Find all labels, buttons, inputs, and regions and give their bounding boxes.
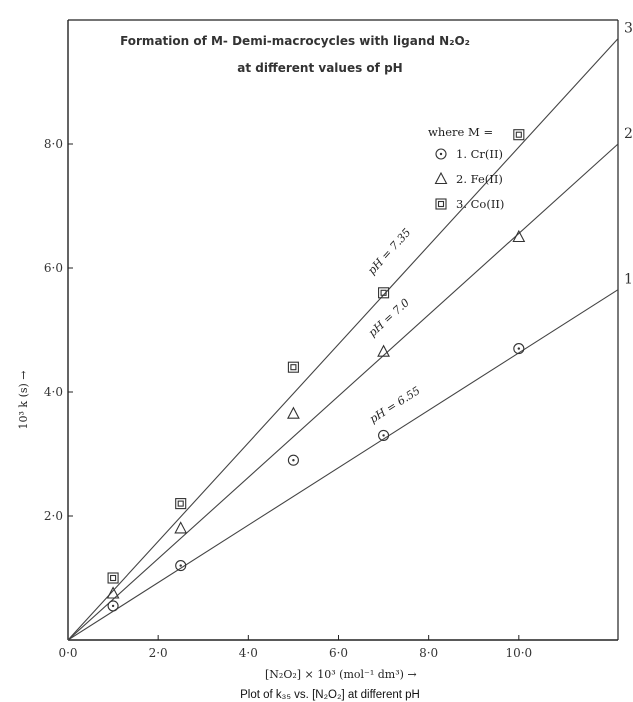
data-points — [106, 129, 526, 612]
line-number-label: 1 — [624, 272, 633, 288]
x-tick-label: 4·0 — [239, 646, 258, 660]
tick-labels: 0·0 2·0 4·0 6·0 8·0 10·0 2·0 4·0 6·0 8·0 — [44, 137, 532, 660]
legend-marker — [435, 198, 447, 210]
circle-marker — [107, 600, 119, 612]
square-marker — [378, 287, 390, 299]
x-tick-label: 10·0 — [505, 646, 532, 660]
square-inner — [110, 574, 117, 582]
legend-label: 2. Fe(II) — [456, 172, 503, 186]
data-point — [106, 586, 120, 599]
data-point — [175, 560, 187, 572]
line-number-label: 2 — [624, 126, 633, 142]
data-point — [287, 406, 300, 419]
circle-dot — [111, 604, 115, 608]
data-point — [107, 600, 119, 612]
circle-dot — [382, 434, 385, 437]
circle-marker — [287, 454, 299, 466]
data-point — [378, 429, 390, 441]
fit-line-3 — [67, 38, 619, 641]
chart-subtitle: at different values of pH — [237, 61, 402, 75]
data-point — [174, 521, 188, 534]
data-point — [287, 361, 299, 373]
data-point — [377, 344, 390, 357]
data-point — [378, 287, 390, 299]
data-point — [287, 454, 299, 466]
square-marker — [287, 361, 299, 373]
circle-marker — [175, 560, 187, 572]
circle-dot — [517, 347, 521, 350]
fit-lines — [67, 38, 619, 641]
square-inner — [515, 131, 522, 138]
triangle-marker — [512, 229, 526, 243]
circle-marker — [435, 148, 447, 160]
y-tick-label: 8·0 — [44, 137, 63, 151]
square-marker — [175, 498, 187, 510]
axes — [67, 19, 619, 641]
x-tick-label: 6·0 — [329, 646, 348, 660]
triangle-marker — [174, 521, 188, 534]
square-marker — [435, 198, 447, 210]
data-point — [175, 498, 187, 510]
legend-title: where M = — [428, 125, 493, 139]
legend: where M = 1. Cr(II) 2. Fe(II) 3. Co(II) — [428, 125, 504, 211]
circle-dot — [439, 152, 443, 156]
square-marker — [107, 572, 119, 584]
circle-marker — [378, 429, 390, 441]
ph-label: pH = 7.0 — [366, 296, 412, 339]
square-marker — [513, 129, 525, 141]
circle-marker — [513, 343, 525, 355]
fit-line-1 — [67, 289, 619, 641]
y-axis-label: 10³ k (s) → — [17, 370, 30, 429]
y-tick-label: 6·0 — [44, 261, 63, 275]
square-inner — [380, 289, 387, 296]
chart-title: Formation of M- Demi-macrocycles with li… — [120, 34, 470, 48]
figure-caption: Plot of k₃₅ vs. [N₂O₂] at different pH — [240, 689, 420, 701]
x-tick-label: 2·0 — [149, 646, 168, 660]
legend-label: 1. Cr(II) — [456, 147, 503, 161]
line-number-label: 3 — [624, 21, 633, 37]
triangle-marker — [106, 586, 120, 599]
y-tick-label: 2·0 — [44, 509, 63, 523]
triangle-marker — [287, 406, 300, 419]
legend-marker — [435, 148, 447, 160]
data-point — [513, 343, 525, 355]
triangle-marker — [434, 171, 448, 185]
square-inner — [290, 364, 297, 371]
x-tick-label: 0·0 — [58, 646, 77, 660]
data-point — [513, 129, 525, 141]
legend-label: 3. Co(II) — [456, 197, 504, 211]
triangle-marker — [377, 344, 390, 357]
x-axis-label: [N₂O₂] × 10³ (mol⁻¹ dm³) → — [265, 668, 417, 681]
square-inner — [177, 500, 184, 507]
fit-line-2 — [67, 143, 619, 641]
x-tick-label: 8·0 — [419, 646, 438, 660]
square-inner — [437, 200, 445, 208]
data-point — [107, 572, 119, 584]
circle-dot — [179, 564, 182, 567]
circle-dot — [292, 459, 295, 462]
y-tick-label: 4·0 — [44, 385, 63, 399]
data-point — [512, 229, 526, 243]
legend-marker — [434, 171, 448, 185]
